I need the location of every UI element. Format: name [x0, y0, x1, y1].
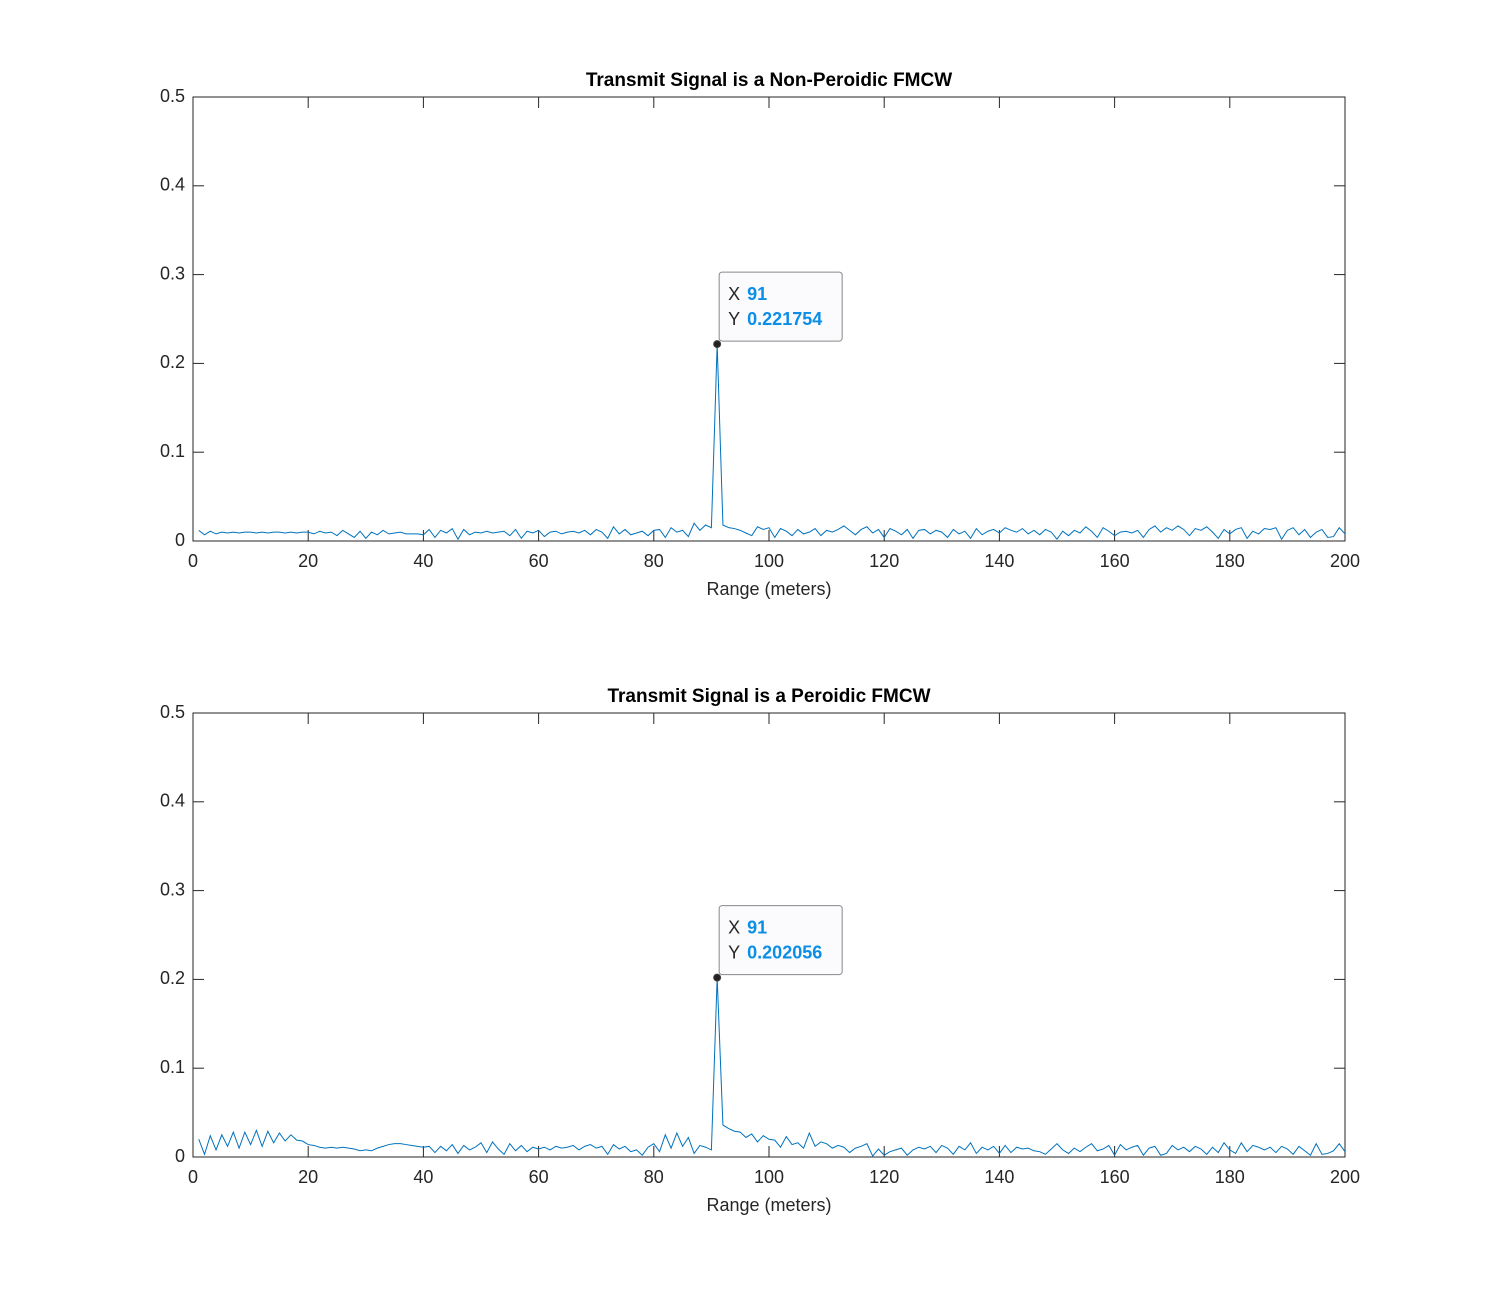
- x-tick-label: 160: [1100, 1167, 1130, 1187]
- x-tick-label: 60: [529, 1167, 549, 1187]
- x-tick-label: 160: [1100, 551, 1130, 571]
- y-tick-label: 0.3: [160, 879, 185, 899]
- x-axis-label: Range (meters): [706, 1195, 831, 1215]
- x-tick-label: 80: [644, 1167, 664, 1187]
- datatip-y-value: 0.221754: [747, 309, 822, 329]
- datatip-box: [718, 271, 843, 342]
- y-tick-label: 0.1: [160, 1057, 185, 1077]
- datatip-y-value: 0.202056: [747, 942, 822, 962]
- y-tick-label: 0.2: [160, 968, 185, 988]
- datatip-x-value: 91: [747, 917, 767, 937]
- y-tick-label: 0.4: [160, 175, 185, 195]
- x-tick-label: 20: [298, 551, 318, 571]
- x-tick-label: 140: [984, 1167, 1014, 1187]
- x-tick-label: 120: [869, 1167, 899, 1187]
- datatip-box: [718, 905, 843, 976]
- y-tick-label: 0.5: [160, 702, 185, 722]
- x-tick-label: 100: [754, 551, 784, 571]
- datatip-x-value: 91: [747, 284, 767, 304]
- x-tick-label: 40: [413, 551, 433, 571]
- x-tick-label: 200: [1330, 551, 1360, 571]
- x-tick-label: 180: [1215, 1167, 1245, 1187]
- datatip-x-label: X: [728, 284, 740, 304]
- x-tick-label: 0: [188, 551, 198, 571]
- x-tick-label: 40: [413, 1167, 433, 1187]
- y-tick-label: 0: [175, 530, 185, 550]
- x-tick-label: 200: [1330, 1167, 1360, 1187]
- chart-title: Transmit Signal is a Non-Peroidic FMCW: [586, 70, 952, 91]
- x-tick-label: 140: [984, 551, 1014, 571]
- y-tick-label: 0: [175, 1146, 185, 1166]
- y-tick-label: 0.2: [160, 352, 185, 372]
- y-tick-label: 0.3: [160, 263, 185, 283]
- datatip-y-label: Y: [728, 942, 740, 962]
- x-tick-label: 0: [188, 1167, 198, 1187]
- x-tick-label: 80: [644, 551, 664, 571]
- x-tick-label: 20: [298, 1167, 318, 1187]
- data-line: [198, 344, 1346, 541]
- x-tick-label: 60: [529, 551, 549, 571]
- datatip-marker: [713, 340, 722, 349]
- chart-title: Transmit Signal is a Peroidic FMCW: [607, 686, 930, 707]
- datatip-marker: [713, 973, 722, 982]
- x-axis-label: Range (meters): [706, 579, 831, 599]
- x-tick-label: 180: [1215, 551, 1245, 571]
- data-line: [198, 977, 1346, 1158]
- x-tick-label: 120: [869, 551, 899, 571]
- y-tick-label: 0.5: [160, 86, 185, 106]
- y-tick-label: 0.1: [160, 441, 185, 461]
- y-tick-label: 0.4: [160, 791, 185, 811]
- datatip-y-label: Y: [728, 309, 740, 329]
- x-tick-label: 100: [754, 1167, 784, 1187]
- datatip-x-label: X: [728, 917, 740, 937]
